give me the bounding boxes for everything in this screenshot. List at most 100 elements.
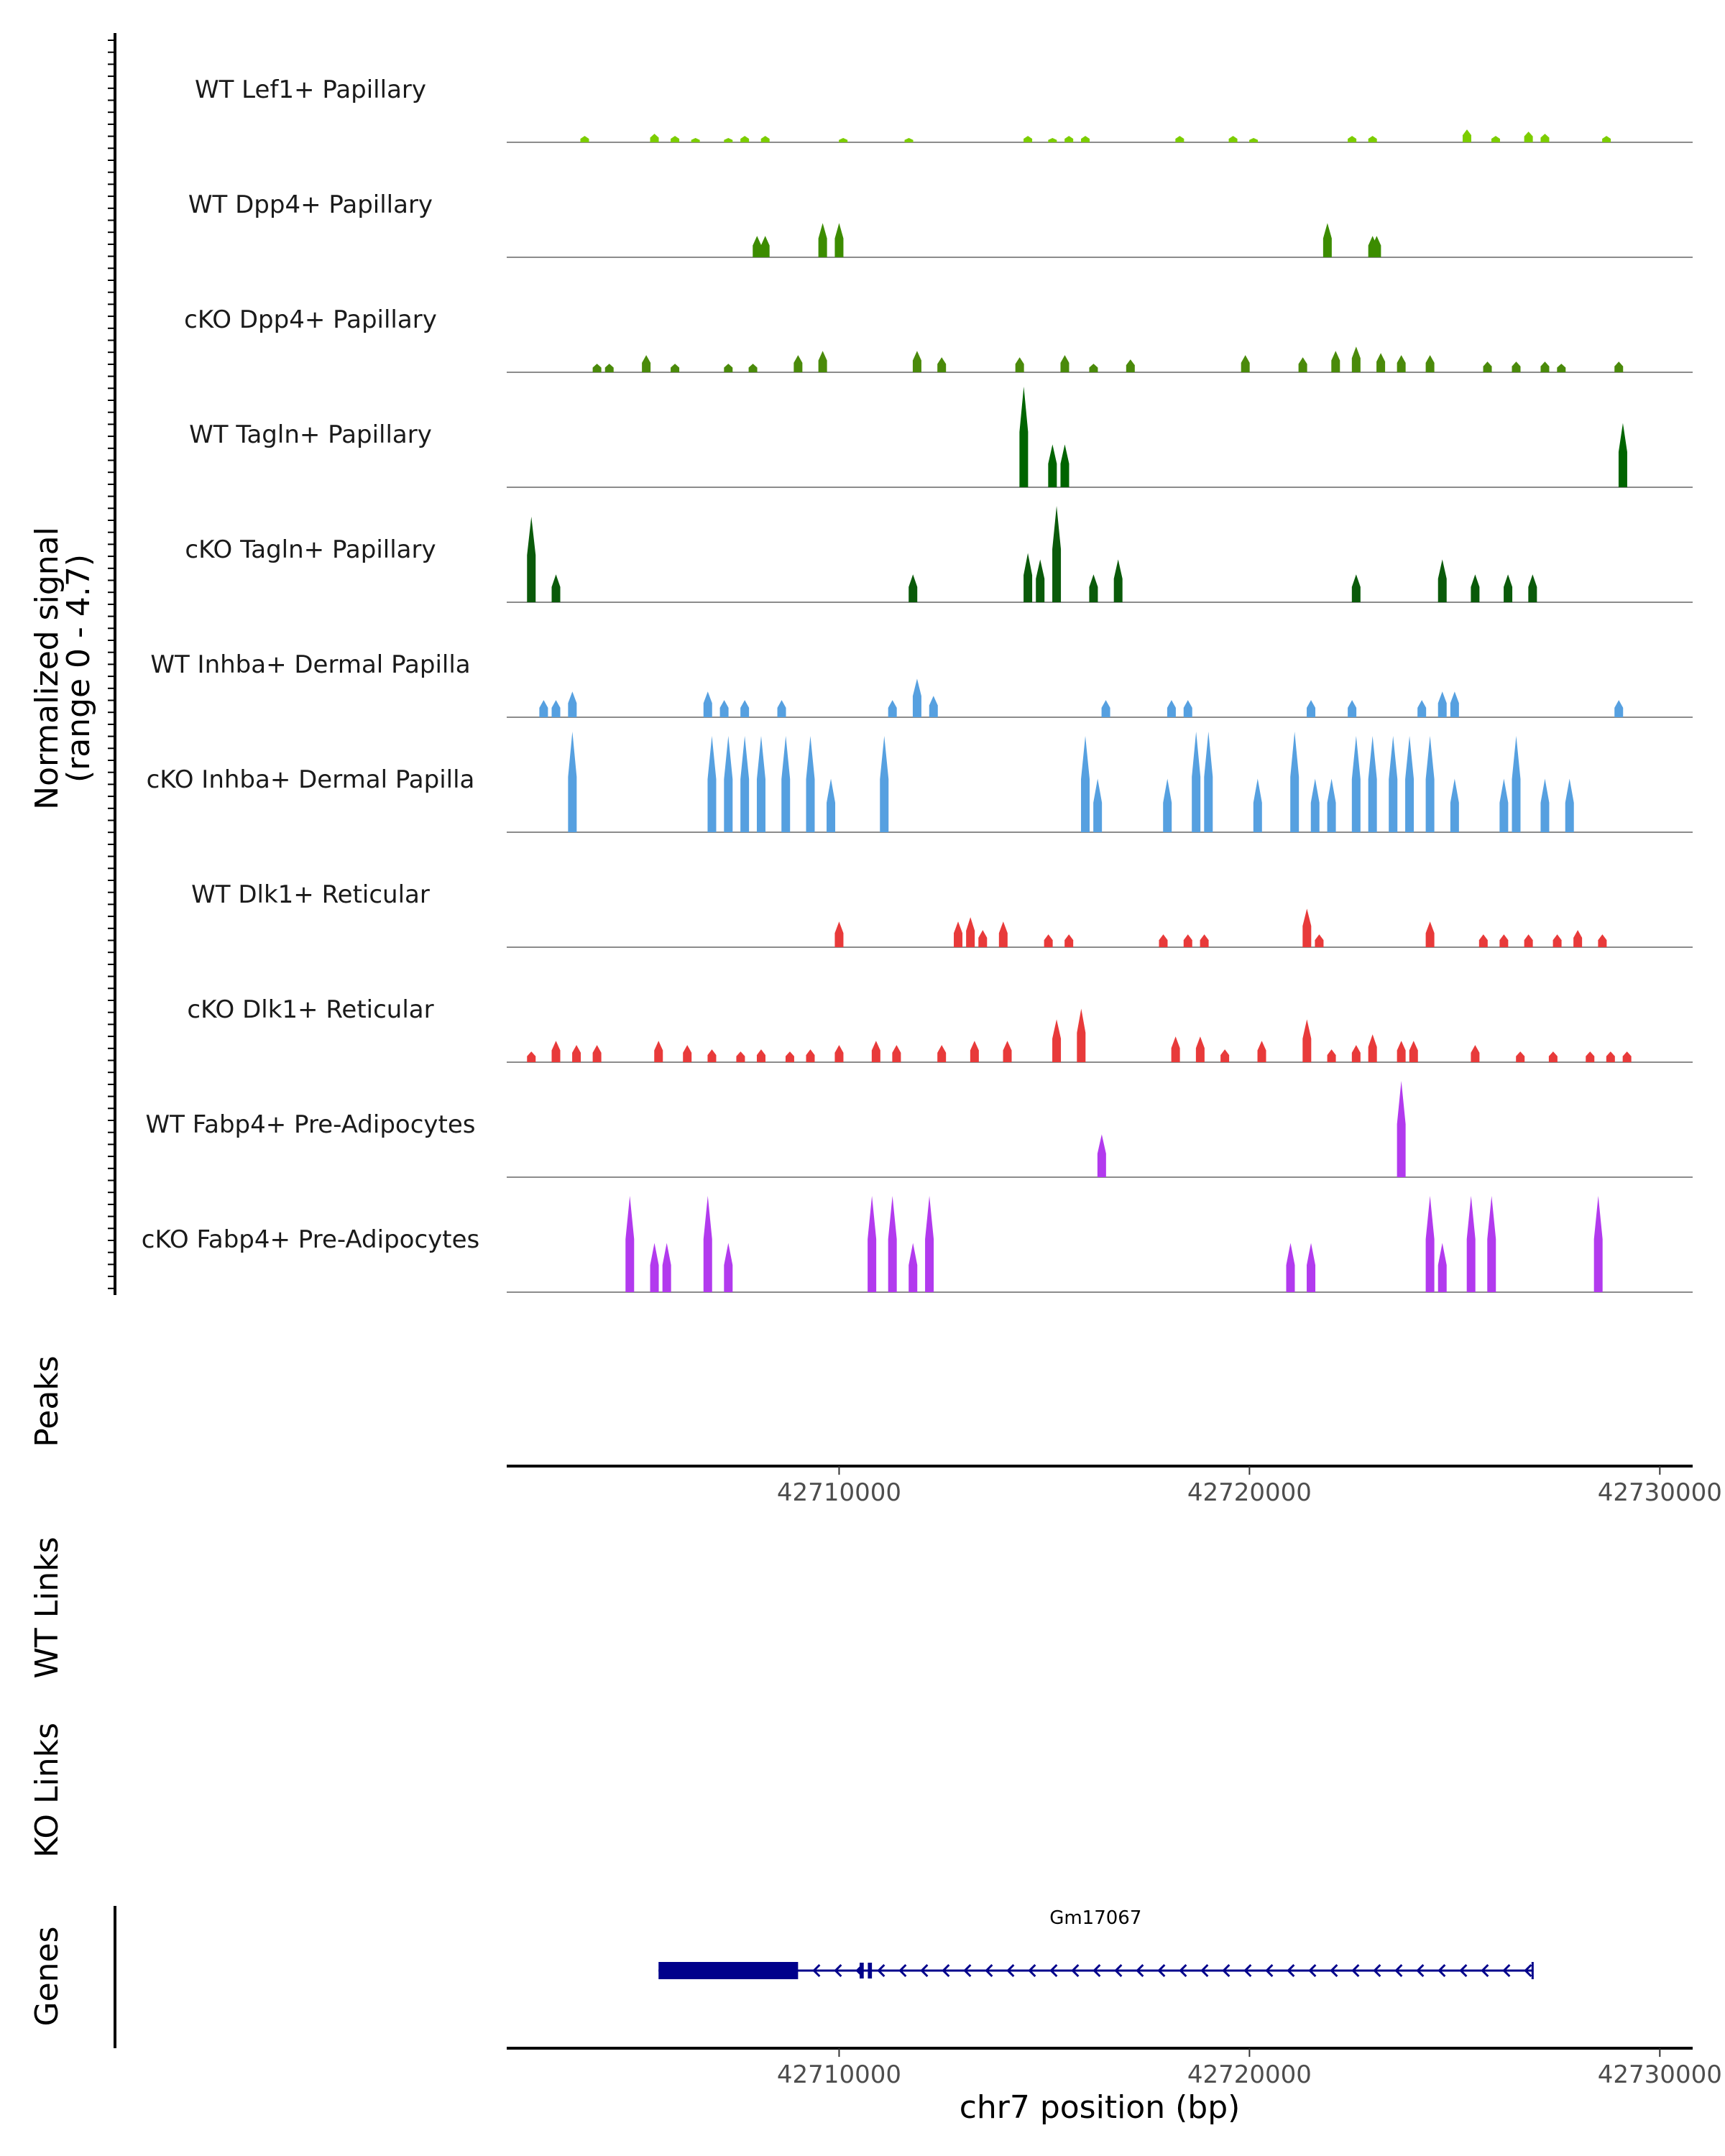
signal-peak (1126, 359, 1135, 372)
signal-peak (1183, 700, 1192, 717)
strand-arrow (1092, 1963, 1101, 1978)
signal-peak (1307, 700, 1316, 717)
gene-model (658, 1962, 1534, 1979)
signal-peak (1368, 136, 1377, 142)
strand-arrow (898, 1963, 907, 1978)
signal-peak (954, 921, 963, 947)
signal-peak (806, 1049, 815, 1062)
signal-peak (527, 1051, 536, 1062)
wt-links-panel-title: WT Links (29, 1537, 65, 1678)
signal-peak (839, 138, 848, 142)
signal-peak (568, 691, 577, 717)
track-label: WT Tagln+ Papillary (189, 420, 432, 449)
signal-peak (1241, 355, 1250, 372)
signal-peak (1397, 1041, 1406, 1062)
signal-peak (1044, 934, 1053, 947)
track-7: cKO Inhba+ Dermal Papilla (147, 732, 1693, 833)
signal-peak (551, 574, 561, 602)
signal-peak (1425, 355, 1435, 372)
signal-peak (1060, 444, 1070, 487)
signal-peak (1471, 574, 1480, 602)
track-label: WT Lef1+ Papillary (195, 75, 426, 104)
signal-peak (908, 574, 918, 602)
signal-peak (1540, 778, 1550, 832)
signal-peak (642, 355, 651, 372)
signal-peak (871, 1041, 880, 1062)
signal-peak (683, 1045, 692, 1062)
x-tick-label: 42710000 (777, 1478, 901, 1507)
signal-peak (1622, 1051, 1632, 1062)
signal-peak (1315, 934, 1324, 947)
signal-peak (1220, 1049, 1230, 1062)
signal-peak (998, 921, 1008, 947)
signal-peak (1348, 700, 1357, 717)
signal-peak (1192, 732, 1201, 832)
signal-peak (978, 930, 988, 947)
strand-arrow (1330, 1963, 1338, 1978)
signal-peak (1438, 559, 1447, 602)
signal-peak (1487, 1195, 1496, 1292)
signal-peak (912, 678, 921, 717)
strand-arrow (1136, 1963, 1144, 1978)
signal-peak (654, 1041, 663, 1062)
signal-peak (1064, 934, 1074, 947)
genes-x-axis-ticks: 42710000 42720000 42730000 (777, 2048, 1722, 2089)
signal-peak (818, 223, 827, 257)
signal-peak (756, 735, 765, 832)
signal-peak (1425, 1195, 1435, 1292)
signal-peak (834, 223, 844, 257)
strand-arrow (1071, 1963, 1080, 1978)
y-axis-title-line2: (range 0 - 4.7) (60, 554, 97, 783)
signal-peak (785, 1051, 794, 1062)
signal-peak (880, 735, 889, 832)
signal-peak (1097, 1134, 1106, 1177)
strand-arrow (1502, 1963, 1511, 1978)
signal-peak (1167, 700, 1176, 717)
signal-peak (1491, 136, 1500, 142)
signal-peak (937, 1045, 947, 1062)
signal-peak (970, 1041, 979, 1062)
track-label: WT Inhba+ Dermal Papilla (150, 650, 470, 679)
signal-peak (1552, 934, 1562, 947)
signal-peak (1307, 1243, 1316, 1292)
signal-peak (1557, 364, 1566, 372)
signal-peak (818, 351, 827, 372)
signal-peak (707, 1049, 717, 1062)
signal-peak (1113, 559, 1123, 602)
signal-peak (1302, 1019, 1312, 1062)
signal-peak (703, 691, 712, 717)
track-label: cKO Tagln+ Papillary (185, 535, 436, 564)
signal-peak (1438, 691, 1447, 717)
signal-peak (736, 1051, 745, 1062)
signal-peak (625, 1195, 635, 1292)
signal-peak (719, 700, 729, 717)
signal-peak (1512, 735, 1521, 832)
signal-peak (1524, 934, 1533, 947)
track-label: WT Dlk1+ Reticular (191, 880, 430, 909)
signal-peak (703, 1195, 712, 1292)
signal-peak (1409, 1041, 1418, 1062)
track-label: cKO Dlk1+ Reticular (187, 995, 433, 1024)
track-9: cKO Dlk1+ Reticular (187, 995, 1693, 1063)
gene-exon (868, 1963, 873, 1978)
signal-peak (1565, 778, 1574, 832)
signal-peak (740, 735, 750, 832)
signal-peak (707, 735, 717, 832)
signal-peak (1450, 778, 1459, 832)
signal-peak (1405, 735, 1414, 832)
signal-peak (929, 696, 938, 717)
signal-peak (1322, 223, 1332, 257)
signal-peak (572, 1045, 581, 1062)
signal-peak (1015, 357, 1024, 372)
signal-peak (1499, 934, 1509, 947)
signal-peak (1466, 1195, 1476, 1292)
signal-peak (748, 364, 758, 372)
signal-peak (662, 1243, 671, 1292)
strand-arrow (1265, 1963, 1274, 1978)
signal-peak (1540, 361, 1550, 372)
signal-peak (1540, 134, 1550, 142)
track-2: WT Dpp4+ Papillary (188, 190, 1693, 258)
signal-peak (691, 138, 700, 142)
strand-arrow (963, 1963, 972, 1978)
